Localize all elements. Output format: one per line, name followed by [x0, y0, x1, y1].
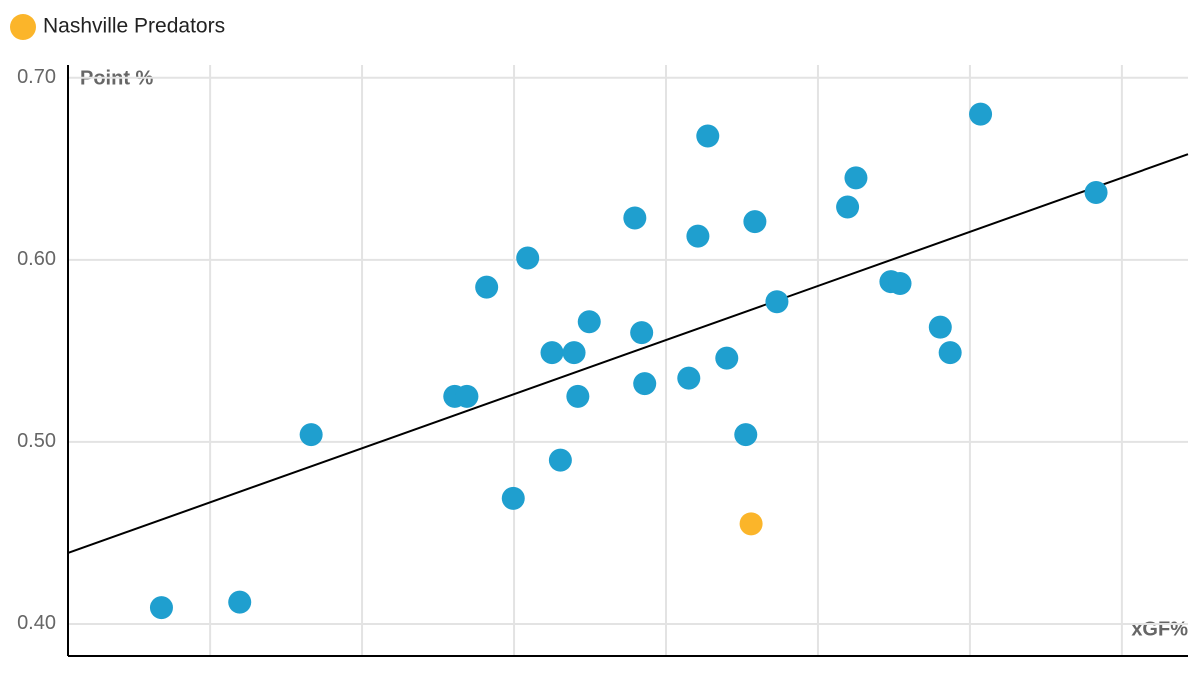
- trend-line: [67, 153, 1189, 554]
- point: [633, 372, 657, 396]
- y-tick-label: 0.70: [17, 66, 56, 88]
- point: [715, 346, 739, 370]
- point: [969, 102, 993, 126]
- point: [765, 290, 789, 314]
- x-tick-label: 46: [351, 672, 373, 675]
- point: [696, 124, 720, 148]
- y-tick-label: 0.50: [17, 430, 56, 452]
- point: [844, 166, 868, 190]
- point: [540, 341, 564, 365]
- point: [548, 448, 572, 472]
- point: [149, 596, 173, 620]
- point: [739, 512, 763, 536]
- point: [928, 315, 952, 339]
- point: [562, 341, 586, 365]
- legend-label: Nashville Predators: [43, 15, 225, 38]
- point: [836, 195, 860, 219]
- point: [623, 206, 647, 230]
- y-tick-label: 0.60: [17, 248, 56, 270]
- point: [455, 384, 479, 408]
- point: [475, 275, 499, 299]
- point: [228, 590, 252, 614]
- point: [630, 321, 654, 345]
- point: [516, 246, 540, 270]
- point: [566, 384, 590, 408]
- point: [299, 423, 323, 447]
- x-tick-label: 52: [807, 672, 829, 675]
- point: [501, 486, 525, 510]
- point: [938, 341, 962, 365]
- y-tick-label: 0.40: [17, 612, 56, 634]
- point: [677, 366, 701, 390]
- point: [686, 224, 710, 248]
- point: [888, 271, 912, 295]
- x-tick-label: 56: [1111, 672, 1133, 675]
- x-axis-label: xGF%: [1131, 618, 1188, 640]
- x-tick-label: 50: [655, 672, 677, 675]
- point: [1084, 180, 1108, 204]
- point: [743, 210, 767, 234]
- x-tick-label: 48: [503, 672, 525, 675]
- legend-marker: [10, 14, 36, 40]
- point: [577, 310, 601, 334]
- x-tick-label: 54: [959, 672, 981, 675]
- point: [734, 423, 758, 447]
- x-tick-label: 44: [199, 672, 221, 675]
